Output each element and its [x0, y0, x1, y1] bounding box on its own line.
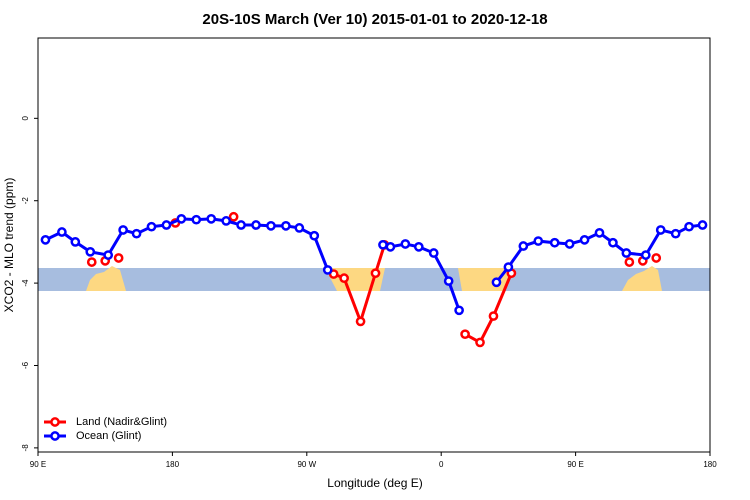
data-point	[370, 268, 381, 279]
y-tick-label: -2	[21, 197, 30, 205]
data-point	[378, 239, 388, 250]
data-point	[113, 253, 124, 263]
x-axis-label: Longitude (deg E)	[327, 476, 422, 490]
data-point	[670, 228, 681, 239]
data-point	[266, 220, 276, 231]
land-band	[86, 266, 126, 291]
data-point	[697, 220, 708, 230]
data-point	[488, 311, 499, 321]
legend-marker	[50, 417, 60, 427]
data-point	[85, 246, 96, 257]
x-tick-label: 0	[439, 460, 444, 469]
data-point	[70, 237, 81, 247]
data-point	[339, 273, 349, 284]
data-point	[146, 221, 157, 232]
y-tick-label: -6	[21, 361, 30, 369]
x-tick-label: 180	[703, 460, 717, 469]
data-point	[518, 241, 529, 251]
data-point	[131, 228, 142, 239]
data-point	[294, 223, 305, 233]
data-point	[443, 276, 454, 286]
data-point	[491, 277, 502, 288]
y-tick-label: -8	[21, 444, 30, 452]
data-point	[651, 253, 662, 263]
data-point	[161, 220, 172, 230]
land-band	[622, 266, 662, 291]
x-tick-label: 180	[166, 460, 180, 469]
data-point	[454, 305, 464, 316]
data-point	[228, 211, 239, 222]
data-point	[475, 337, 485, 348]
data-point	[624, 257, 635, 267]
data-point	[103, 250, 114, 260]
data-point	[86, 257, 97, 267]
legend-label: Ocean (Glint)	[76, 430, 141, 442]
data-point	[608, 237, 618, 248]
data-point	[251, 220, 261, 230]
data-point	[385, 242, 396, 252]
data-point	[564, 239, 575, 249]
data-point	[309, 230, 320, 241]
data-point	[428, 248, 439, 258]
data-point	[621, 248, 632, 258]
data-point	[413, 242, 424, 252]
data-point	[640, 250, 651, 260]
data-point	[40, 235, 51, 245]
data-point	[549, 237, 560, 248]
data-point	[206, 213, 217, 224]
y-axis-label: XCO2 - MLO trend (ppm)	[2, 178, 16, 313]
land-band	[325, 268, 385, 291]
data-point	[503, 262, 514, 272]
data-point	[236, 220, 246, 230]
x-tick-label: 90 E	[567, 460, 583, 469]
data-point	[281, 220, 291, 231]
legend-marker	[50, 431, 60, 441]
data-point	[579, 235, 590, 245]
data-point	[191, 214, 202, 225]
chart-title: 20S-10S March (Ver 10) 2015-01-01 to 202…	[202, 11, 547, 28]
plot-frame	[37, 37, 711, 453]
data-point	[460, 329, 470, 340]
legend-label: Land (Nadir&Glint)	[76, 416, 167, 428]
data-point	[400, 239, 411, 249]
data-point	[176, 213, 187, 224]
y-tick-label: -4	[21, 279, 30, 287]
x-tick-label: 90 W	[297, 460, 316, 469]
data-point	[322, 265, 333, 275]
series-line	[334, 245, 657, 343]
y-tick-label: 0	[21, 116, 30, 121]
data-point	[221, 216, 232, 226]
background-band	[38, 266, 710, 291]
x-tick-label: 90 E	[30, 460, 46, 469]
data-point	[57, 227, 67, 237]
data-point	[684, 221, 694, 232]
data-point	[655, 225, 666, 235]
data-point	[355, 316, 366, 327]
data-point	[118, 225, 128, 235]
data-point	[533, 236, 544, 246]
data-point	[594, 227, 605, 238]
